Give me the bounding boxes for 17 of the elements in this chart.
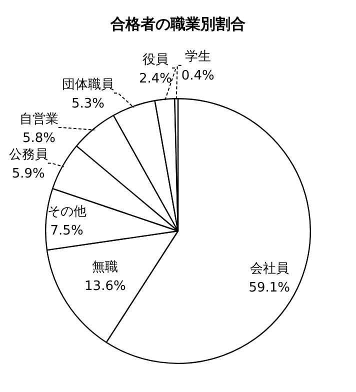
slice-label: 自営業 <box>19 112 58 127</box>
slice-label: 役員 <box>142 52 168 68</box>
data-label: 5.9% <box>12 166 45 182</box>
data-label: 59.1% <box>248 280 290 296</box>
slice-label: その他 <box>47 204 86 220</box>
data-label: 5.3% <box>71 96 104 112</box>
slice-label: 公務員 <box>8 148 48 163</box>
chart-title: 合格者の職業別割合 <box>110 14 246 33</box>
data-label: 13.6% <box>84 279 126 294</box>
slice-label: 団体職員 <box>62 78 114 93</box>
data-label: 5.8% <box>22 130 56 146</box>
slice-label: 会社員 <box>250 262 289 277</box>
data-label: 2.4% <box>138 71 172 86</box>
slice-label: 無職 <box>92 260 118 276</box>
slice-label: 学生 <box>184 50 211 65</box>
data-label: 0.4% <box>181 68 214 84</box>
data-label: 7.5% <box>50 224 84 239</box>
